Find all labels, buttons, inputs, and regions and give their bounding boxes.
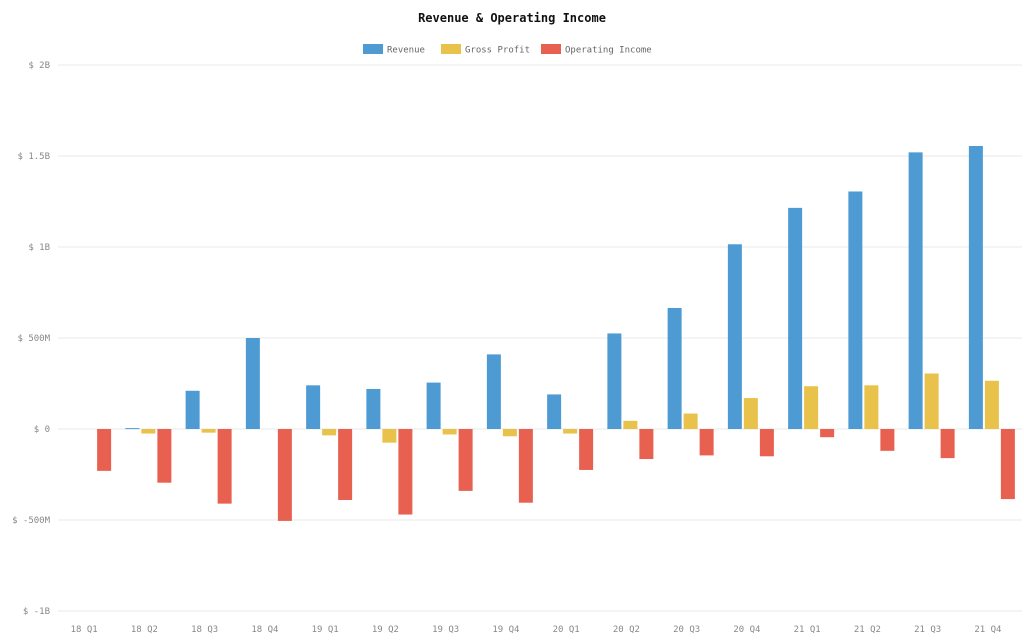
legend-swatch[interactable]: [541, 44, 561, 54]
x-tick-label: 18 Q2: [131, 625, 158, 635]
bar-gross-profit[interactable]: [442, 429, 457, 435]
y-tick-label: $ 0: [34, 425, 50, 435]
bar-gross-profit[interactable]: [683, 413, 698, 429]
y-axis: $ 2B $ 1.5B $ 1B $ 500M $ 0 $ -500M $ -1B: [12, 61, 51, 617]
x-tick-label: 19 Q3: [432, 625, 459, 635]
bar-operating-income[interactable]: [217, 429, 232, 504]
y-tick-label: $ -1B: [23, 607, 50, 617]
x-tick-label: 20 Q2: [613, 625, 640, 635]
bar-operating-income[interactable]: [699, 429, 714, 456]
bar-gross-profit[interactable]: [563, 429, 578, 434]
bar-gross-profit[interactable]: [864, 385, 879, 429]
bar-revenue[interactable]: [426, 382, 441, 429]
bar-gross-profit[interactable]: [924, 373, 939, 429]
x-axis: 18 Q1 18 Q2 18 Q3 18 Q4 19 Q1 19 Q2 19 Q3 19 Q4…: [71, 625, 1002, 635]
chart-title: Revenue & Operating Income: [418, 11, 606, 25]
bar-gross-profit[interactable]: [804, 386, 819, 429]
x-tick-label: 18 Q4: [251, 625, 278, 635]
legend-label[interactable]: Revenue: [387, 46, 425, 56]
legend-label[interactable]: Operating Income: [565, 46, 652, 56]
bar-operating-income[interactable]: [940, 429, 955, 459]
bar-gross-profit[interactable]: [984, 380, 999, 429]
bar-gross-profit[interactable]: [382, 429, 397, 443]
bar-operating-income[interactable]: [759, 429, 774, 457]
bar-revenue[interactable]: [727, 244, 742, 429]
bar-revenue[interactable]: [125, 428, 140, 430]
bar-revenue[interactable]: [306, 385, 321, 429]
x-tick-label: 20 Q3: [673, 625, 700, 635]
bar-operating-income[interactable]: [338, 429, 353, 500]
x-tick-label: 18 Q1: [71, 625, 98, 635]
bar-operating-income[interactable]: [157, 429, 172, 483]
y-tick-label: $ -500M: [12, 516, 51, 526]
x-tick-label: 21 Q1: [794, 625, 821, 635]
bar-operating-income[interactable]: [518, 429, 533, 503]
bar-revenue[interactable]: [968, 145, 983, 430]
bars: [97, 145, 1015, 521]
bar-gross-profit[interactable]: [743, 398, 758, 429]
x-tick-label: 19 Q4: [492, 625, 519, 635]
legend: Revenue Gross Profit Operating Income: [363, 44, 652, 56]
y-tick-label: $ 2B: [28, 61, 50, 71]
bar-revenue[interactable]: [908, 152, 923, 430]
x-tick-label: 19 Q1: [312, 625, 339, 635]
bar-operating-income[interactable]: [458, 429, 473, 491]
x-tick-label: 19 Q2: [372, 625, 399, 635]
x-tick-label: 21 Q4: [974, 625, 1001, 635]
bar-gross-profit[interactable]: [623, 420, 638, 429]
bar-operating-income[interactable]: [820, 429, 835, 438]
y-tick-label: $ 500M: [17, 334, 50, 344]
bar-gross-profit[interactable]: [141, 429, 156, 434]
x-tick-label: 21 Q3: [914, 625, 941, 635]
bar-revenue[interactable]: [486, 354, 501, 429]
bar-revenue[interactable]: [547, 394, 562, 429]
bar-operating-income[interactable]: [639, 429, 654, 460]
x-tick-label: 21 Q2: [854, 625, 881, 635]
bar-gross-profit[interactable]: [322, 429, 337, 436]
bar-revenue[interactable]: [185, 390, 200, 429]
bar-operating-income[interactable]: [398, 429, 413, 515]
bar-revenue[interactable]: [788, 207, 803, 429]
x-tick-label: 20 Q4: [733, 625, 760, 635]
bar-gross-profit[interactable]: [201, 429, 216, 433]
legend-swatch[interactable]: [363, 44, 383, 54]
legend-swatch[interactable]: [441, 44, 461, 54]
bar-revenue[interactable]: [366, 388, 381, 429]
legend-label[interactable]: Gross Profit: [465, 46, 530, 56]
bar-operating-income[interactable]: [1000, 429, 1015, 500]
bar-revenue[interactable]: [245, 338, 260, 429]
x-tick-label: 20 Q1: [553, 625, 580, 635]
x-tick-label: 18 Q3: [191, 625, 218, 635]
gridlines: [58, 64, 1022, 612]
y-tick-label: $ 1B: [28, 243, 50, 253]
bar-revenue[interactable]: [667, 307, 682, 429]
bar-gross-profit[interactable]: [502, 429, 517, 437]
bar-operating-income[interactable]: [97, 429, 112, 471]
y-tick-label: $ 1.5B: [17, 152, 50, 162]
bar-revenue[interactable]: [607, 333, 622, 429]
bar-operating-income[interactable]: [880, 429, 895, 451]
bar-operating-income[interactable]: [579, 429, 594, 470]
bar-revenue[interactable]: [848, 191, 863, 429]
bar-operating-income[interactable]: [277, 429, 292, 521]
